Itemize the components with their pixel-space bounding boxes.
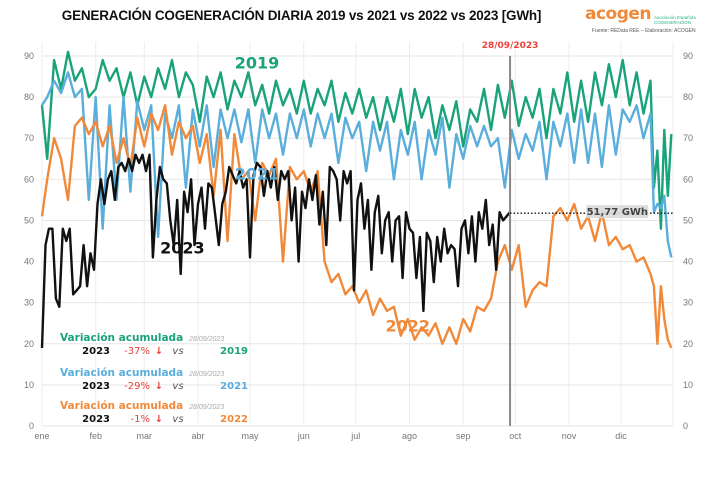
variation-title-row: Variación acumulada 28/09/2023 bbox=[60, 394, 248, 413]
variation-title-row: Variación acumulada 28/09/2023 bbox=[60, 326, 248, 345]
variation-title: Variación acumulada bbox=[60, 332, 184, 344]
down-arrow-icon: ↓ bbox=[154, 414, 164, 425]
y-tick-label-right: 20 bbox=[683, 339, 693, 349]
variation-block: Variación acumulada 28/09/2023 2023 -37% ↓ vs… bbox=[60, 326, 248, 357]
vs-label: vs bbox=[172, 381, 184, 392]
base-year: 2023 bbox=[82, 414, 110, 425]
series-label-2019: 2019 bbox=[235, 53, 280, 72]
down-arrow-icon: ↓ bbox=[154, 346, 164, 357]
y-tick-label-right: 80 bbox=[683, 92, 693, 102]
variation-row: 2023 -37% ↓ vs 2019 bbox=[60, 346, 248, 357]
y-tick-label-right: 40 bbox=[683, 257, 693, 267]
variation-title: Variación acumulada bbox=[60, 367, 184, 379]
vs-label: vs bbox=[172, 414, 184, 425]
series-line-2021 bbox=[40, 71, 673, 258]
x-tick-label: ene bbox=[34, 431, 49, 441]
variation-title: Variación acumulada bbox=[60, 400, 184, 412]
variation-block: Variación acumulada 28/09/2023 2023 -29% ↓ vs… bbox=[60, 361, 248, 392]
series-lines bbox=[40, 50, 673, 349]
y-tick-label-right: 10 bbox=[683, 380, 693, 390]
acogen-logo: acogen Asociación Española COGENERACIÓN bbox=[585, 4, 723, 25]
compare-year: 2022 bbox=[220, 414, 248, 425]
variation-percent: -29% bbox=[124, 381, 150, 392]
variation-date: 28/09/2023 bbox=[189, 371, 225, 378]
last-value-box bbox=[586, 205, 649, 219]
x-axis: ene feb mar abr may jun jul ago sep oct nov dic bbox=[34, 431, 627, 441]
y-tick-label-left: 10 bbox=[24, 380, 34, 390]
cutoff-date-label: 28/09/2023 bbox=[482, 41, 539, 51]
x-tick-label: jul bbox=[350, 431, 360, 441]
y-tick-label-left: 80 bbox=[24, 92, 34, 102]
series-line-2023 bbox=[40, 153, 511, 348]
y-tick-label-right: 70 bbox=[683, 133, 693, 143]
y-tick-label-left: 40 bbox=[24, 257, 34, 267]
y-tick-label-left: 20 bbox=[24, 339, 34, 349]
series-labels: 2019 2021 2022 2023 bbox=[160, 53, 430, 335]
y-axis-right: 0 10 20 30 40 50 60 70 80 90 bbox=[683, 51, 693, 431]
series-line-2019 bbox=[40, 50, 673, 230]
series-label-2021: 2021 bbox=[235, 164, 280, 183]
variation-date: 28/09/2023 bbox=[189, 336, 225, 343]
variation-percent: -37% bbox=[124, 346, 150, 357]
x-tick-label: may bbox=[242, 431, 260, 441]
y-tick-label-right: 90 bbox=[683, 51, 693, 61]
x-tick-label: sep bbox=[456, 431, 471, 441]
variation-date: 28/09/2023 bbox=[189, 404, 225, 411]
x-tick-label: nov bbox=[562, 431, 577, 441]
variation-row: 2023 -29% ↓ vs 2021 bbox=[60, 381, 248, 392]
y-tick-label-left: 50 bbox=[24, 215, 34, 225]
y-tick-label-left: 90 bbox=[24, 51, 34, 61]
base-year: 2023 bbox=[82, 381, 110, 392]
y-axis-left: 0 10 20 30 40 50 60 70 80 90 bbox=[24, 51, 34, 431]
x-tick-label: feb bbox=[89, 431, 102, 441]
y-tick-label-right: 30 bbox=[683, 298, 693, 308]
y-tick-label-right: 50 bbox=[683, 215, 693, 225]
series-label-2023: 2023 bbox=[160, 238, 205, 257]
x-tick-label: mar bbox=[137, 431, 153, 441]
series-line-2022 bbox=[40, 104, 673, 349]
x-tick-label: oct bbox=[509, 431, 522, 441]
logo-word: acogen bbox=[585, 4, 652, 24]
y-tick-label-left: 70 bbox=[24, 133, 34, 143]
chart-title: GENERACIÓN COGENERACIÓN DIARIA 2019 vs 2… bbox=[61, 8, 542, 23]
base-year: 2023 bbox=[82, 346, 110, 357]
vs-label: vs bbox=[172, 346, 184, 357]
variation-title-row: Variación acumulada 28/09/2023 bbox=[60, 361, 248, 380]
variation-row: 2023 -1% ↓ vs 2022 bbox=[60, 414, 248, 425]
source-note: Fuente: REData REE – Elaboración: ACOGEN bbox=[592, 28, 696, 34]
down-arrow-icon: ↓ bbox=[154, 381, 164, 392]
compare-year: 2019 bbox=[220, 346, 248, 357]
last-value-label: 51,77 GWh bbox=[587, 207, 648, 218]
variation-block: Variación acumulada 28/09/2023 2023 -1% ↓ vs 2… bbox=[60, 394, 248, 425]
x-tick-label: abr bbox=[192, 431, 205, 441]
logo-tagline: Asociación Española COGENERACIÓN bbox=[654, 15, 696, 25]
y-tick-label-left: 30 bbox=[24, 298, 34, 308]
annotations: 28/09/2023 51,77 GWh bbox=[482, 41, 673, 426]
x-tick-label: ago bbox=[402, 431, 417, 441]
y-tick-label-left: 0 bbox=[29, 421, 34, 431]
x-tick-label: dic bbox=[615, 431, 627, 441]
series-label-2022: 2022 bbox=[386, 316, 431, 335]
x-tick-label: jun bbox=[297, 431, 310, 441]
y-tick-label-right: 60 bbox=[683, 174, 693, 184]
compare-year: 2021 bbox=[220, 381, 248, 392]
variation-percent: -1% bbox=[130, 414, 150, 425]
y-tick-label-right: 0 bbox=[683, 421, 688, 431]
y-tick-label-left: 60 bbox=[24, 174, 34, 184]
